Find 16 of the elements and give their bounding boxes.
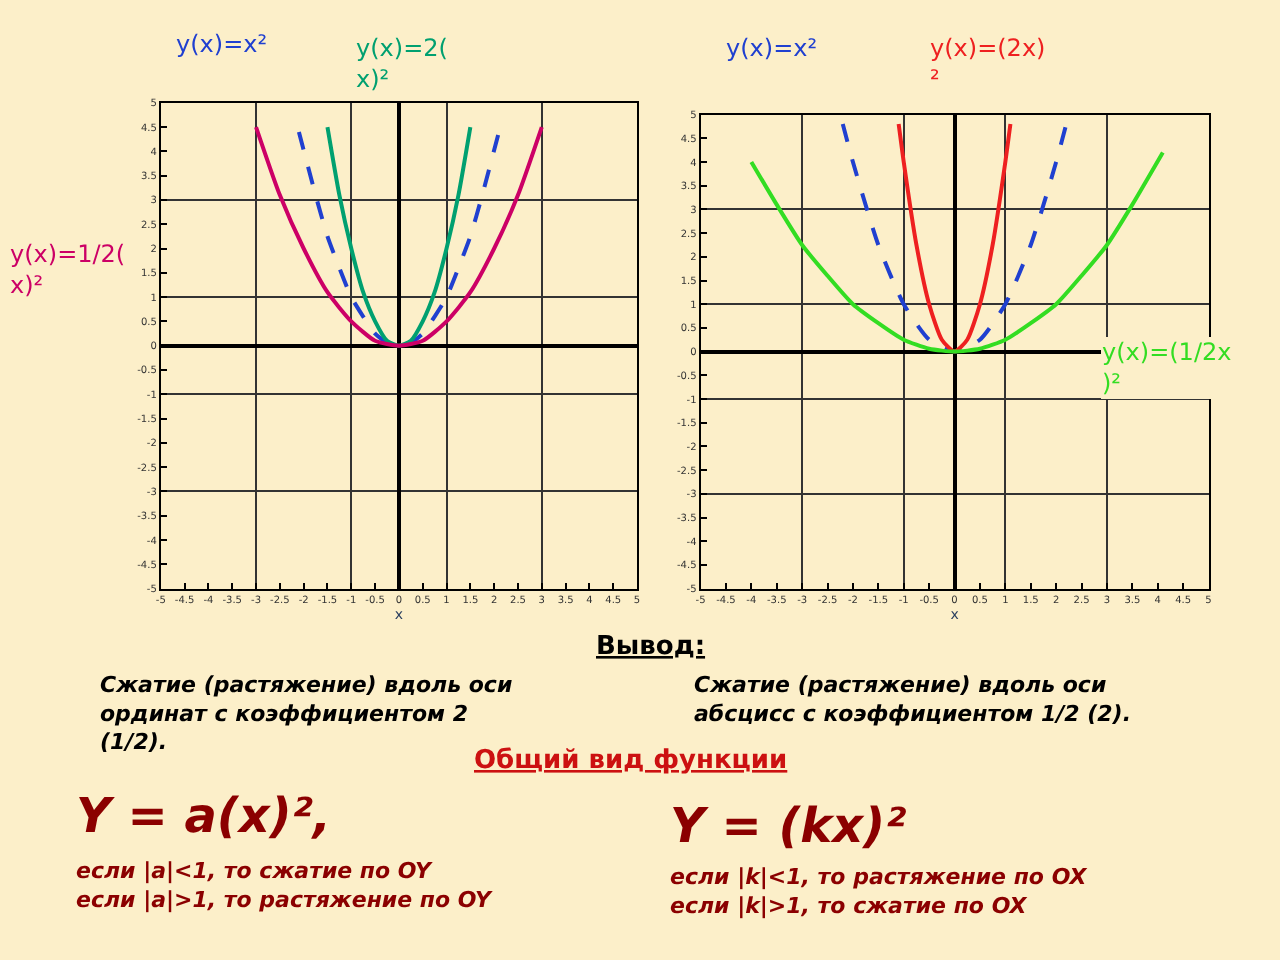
series-label: y(x)=2( x)² (356, 34, 448, 94)
text: Y = a(x)², (76, 788, 331, 844)
line-series (325, 125, 473, 348)
text: y(x)=x² (726, 34, 818, 62)
text: y(x)=1/2( x)² (10, 240, 126, 300)
line-series (840, 122, 1069, 354)
line-series (254, 125, 544, 348)
text: Y = (kx)² (670, 798, 908, 854)
text: если |a|<1, то сжатие по OY если |a|>1, то растяжение по OY (76, 858, 493, 913)
text: y(x)=(1/2x )² (1102, 338, 1232, 398)
line-series (896, 122, 1013, 354)
text: Сжатие (растяжение) вдоль оси абсцисс с коэффициентом 1/2 (2). (694, 672, 1132, 727)
text: если |k|<1, то растяжение по OX если |k|>1, то сжатие по OX (670, 864, 1088, 919)
text: y(x)=x² (176, 30, 268, 58)
series-label: y(x)=(2x) ² (930, 34, 1046, 94)
text: Вывод: (596, 632, 706, 662)
